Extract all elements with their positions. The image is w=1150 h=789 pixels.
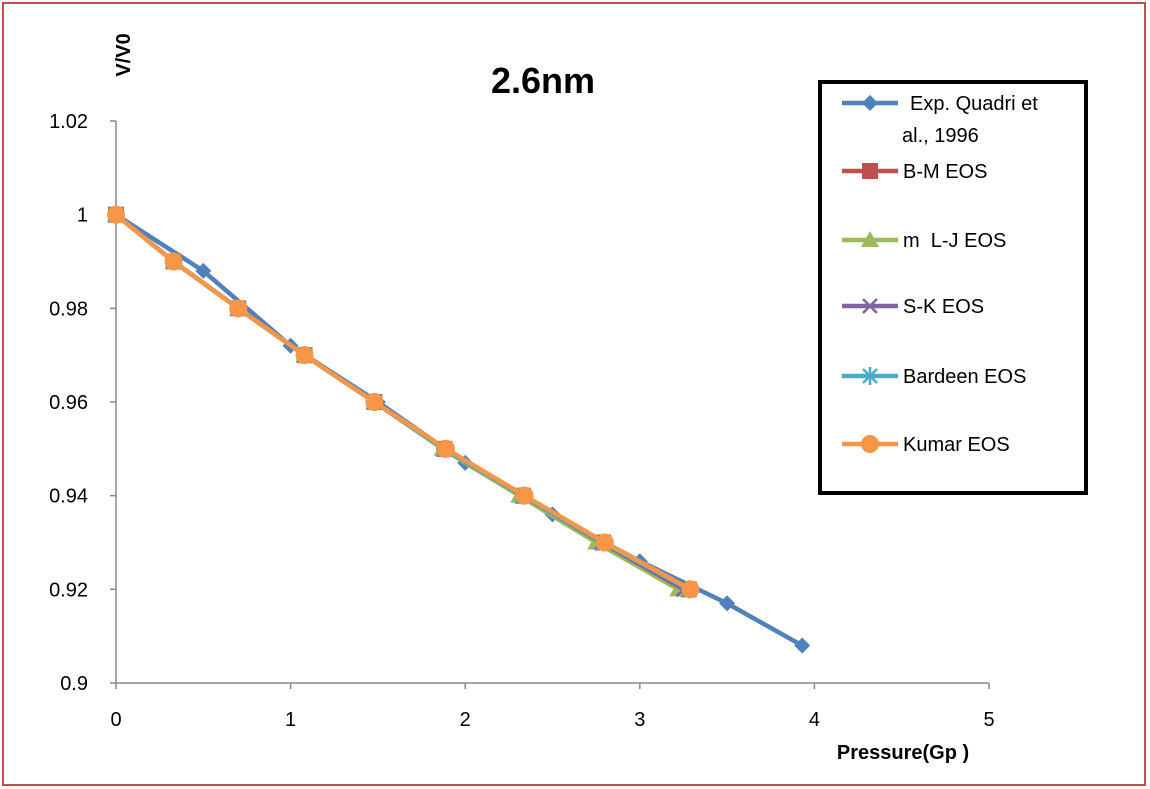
legend-marker — [861, 435, 879, 453]
legend-label: al., 1996 — [902, 125, 979, 147]
legend-marker — [862, 95, 878, 111]
legend-label: S-K EOS — [903, 296, 984, 318]
data-point — [107, 205, 125, 224]
x-axis-title: Pressure(Gp ) — [837, 742, 969, 764]
legend-label: Kumar EOS — [903, 434, 1010, 456]
y-axis-title: V/V0 — [113, 33, 135, 76]
data-point — [436, 439, 455, 458]
legend-box — [818, 80, 1088, 495]
legend-label: Exp. Quadri et — [910, 93, 1038, 115]
data-point — [229, 299, 248, 318]
data-point — [295, 346, 314, 365]
legend: Exp. Quadri et al., 1996 B-M EOS m L-J EOS S… — [818, 80, 1088, 495]
data-point — [794, 637, 811, 654]
chart-title: 2.6nm — [491, 60, 595, 101]
data-point — [195, 262, 212, 279]
x-tick-label: 5 — [983, 709, 994, 731]
legend-label: m L-J EOS — [903, 230, 1006, 252]
data-point — [681, 580, 700, 599]
y-tick-label: 1 — [77, 205, 88, 227]
plot-area — [107, 205, 811, 654]
x-tick-label: 1 — [285, 709, 296, 731]
series-0 — [108, 206, 811, 654]
data-point — [515, 486, 534, 505]
legend-item: S-K EOS — [842, 296, 984, 318]
y-tick-label: 0.9 — [60, 673, 88, 695]
data-point — [365, 393, 384, 411]
y-tick-label: 0.92 — [49, 579, 88, 601]
legend-marker — [861, 231, 879, 247]
x-tick-label: 3 — [634, 709, 645, 731]
legend-item: B-M EOS — [842, 161, 987, 183]
legend-marker — [862, 367, 878, 385]
legend-item: Bardeen EOS — [842, 366, 1026, 388]
axes: 0.9 0.92 0.94 0.96 0.98 1 1.02 0 1 2 3 4 5 — [49, 111, 995, 731]
x-tick-label: 2 — [460, 709, 471, 731]
legend-item: Kumar EOS — [842, 434, 1010, 456]
legend-label: B-M EOS — [903, 161, 987, 183]
x-tick-label: 4 — [809, 709, 820, 731]
data-point — [719, 595, 736, 612]
legend-item: m L-J EOS — [842, 230, 1006, 252]
data-point — [595, 533, 614, 552]
legend-marker — [862, 298, 878, 314]
series-line — [114, 212, 804, 648]
legend-item: Exp. Quadri et al., 1996 — [842, 93, 1038, 147]
y-tick-label: 0.98 — [49, 298, 88, 320]
legend-label: Bardeen EOS — [903, 366, 1026, 388]
series-5 — [107, 205, 700, 599]
legend-marker — [862, 163, 878, 179]
y-tick-label: 0.94 — [49, 486, 88, 508]
data-point — [164, 252, 183, 271]
y-tick-label: 1.02 — [49, 111, 88, 133]
y-tick-label: 0.96 — [49, 392, 88, 414]
x-tick-label: 0 — [110, 709, 121, 731]
